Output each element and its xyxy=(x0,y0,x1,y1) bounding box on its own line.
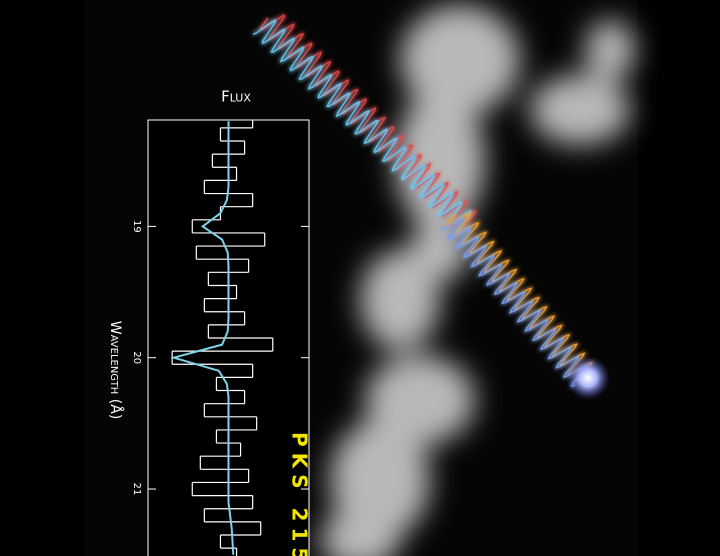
flux-label: Flux xyxy=(221,88,251,106)
wave xyxy=(252,19,472,236)
object-label: PKS 2155 xyxy=(288,432,312,556)
tick-label: 21 xyxy=(131,483,142,496)
model-line xyxy=(170,121,235,555)
gas-clouds xyxy=(320,5,635,556)
quasar xyxy=(566,356,610,400)
wave xyxy=(258,14,477,233)
spectrum: 19 20 21 xyxy=(131,120,309,556)
wave xyxy=(440,217,588,388)
tick-label: 19 xyxy=(131,220,142,233)
tick-label: 20 xyxy=(131,351,142,364)
light-waves xyxy=(252,13,595,389)
wavelength-label: Wavelength (Å) xyxy=(107,321,124,420)
